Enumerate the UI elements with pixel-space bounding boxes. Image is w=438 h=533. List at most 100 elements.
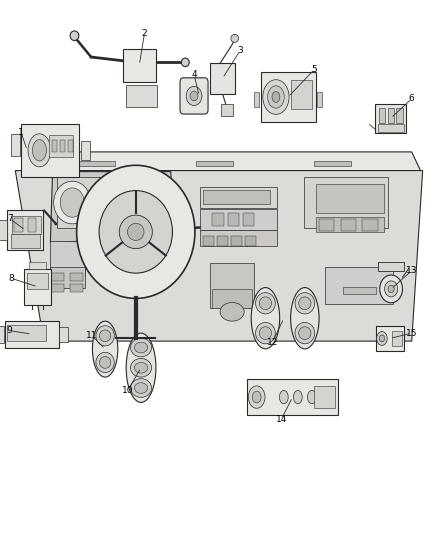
Bar bbox=[210, 63, 235, 94]
Ellipse shape bbox=[295, 293, 314, 314]
Bar bbox=[245, 236, 256, 246]
Bar bbox=[254, 92, 259, 107]
Ellipse shape bbox=[92, 321, 118, 377]
Bar bbox=[126, 85, 157, 107]
Text: 13: 13 bbox=[406, 266, 417, 275]
Bar bbox=[231, 236, 242, 246]
Bar bbox=[247, 379, 338, 415]
Polygon shape bbox=[15, 171, 423, 341]
Ellipse shape bbox=[28, 134, 51, 167]
Ellipse shape bbox=[190, 91, 198, 101]
Bar bbox=[50, 241, 85, 276]
Ellipse shape bbox=[134, 362, 148, 373]
Ellipse shape bbox=[252, 391, 261, 403]
Bar bbox=[70, 273, 83, 281]
Ellipse shape bbox=[60, 188, 84, 217]
Bar bbox=[201, 187, 277, 208]
Bar bbox=[7, 325, 46, 341]
Bar bbox=[57, 177, 145, 228]
Bar bbox=[4, 321, 59, 348]
Bar bbox=[316, 183, 385, 213]
Bar bbox=[78, 161, 115, 166]
Ellipse shape bbox=[127, 223, 144, 240]
Bar bbox=[341, 219, 356, 231]
Ellipse shape bbox=[77, 165, 195, 298]
Bar bbox=[27, 273, 48, 289]
Ellipse shape bbox=[131, 358, 152, 377]
Bar bbox=[24, 269, 51, 305]
Text: 9: 9 bbox=[6, 326, 12, 335]
Ellipse shape bbox=[181, 58, 189, 67]
Ellipse shape bbox=[299, 297, 311, 310]
Ellipse shape bbox=[291, 288, 319, 349]
Bar bbox=[0, 220, 7, 240]
Bar bbox=[375, 103, 406, 133]
Ellipse shape bbox=[98, 208, 102, 212]
Bar bbox=[221, 104, 233, 116]
Ellipse shape bbox=[101, 187, 127, 219]
Bar bbox=[343, 287, 375, 294]
Bar bbox=[378, 262, 404, 271]
Bar bbox=[314, 386, 335, 408]
Ellipse shape bbox=[99, 357, 111, 368]
Bar bbox=[196, 161, 233, 166]
Text: 2: 2 bbox=[142, 29, 147, 37]
Bar bbox=[316, 217, 385, 232]
Polygon shape bbox=[50, 172, 173, 243]
Ellipse shape bbox=[385, 281, 398, 297]
Bar bbox=[52, 140, 57, 152]
Ellipse shape bbox=[379, 335, 385, 342]
Bar bbox=[392, 331, 402, 346]
Bar bbox=[28, 219, 36, 231]
Ellipse shape bbox=[104, 208, 109, 212]
Ellipse shape bbox=[54, 181, 91, 224]
FancyBboxPatch shape bbox=[180, 78, 208, 114]
Ellipse shape bbox=[259, 297, 272, 310]
Ellipse shape bbox=[307, 390, 316, 404]
Ellipse shape bbox=[99, 330, 111, 342]
Bar bbox=[325, 266, 393, 304]
Ellipse shape bbox=[299, 327, 311, 340]
Ellipse shape bbox=[92, 208, 96, 212]
Bar bbox=[70, 284, 83, 292]
Ellipse shape bbox=[263, 80, 289, 115]
Bar bbox=[314, 161, 351, 166]
Ellipse shape bbox=[99, 191, 173, 273]
Bar bbox=[210, 262, 254, 308]
Bar bbox=[0, 326, 4, 343]
Ellipse shape bbox=[256, 293, 275, 314]
Bar bbox=[202, 190, 271, 204]
Bar bbox=[81, 141, 90, 160]
Ellipse shape bbox=[388, 285, 394, 293]
Ellipse shape bbox=[293, 390, 302, 404]
Ellipse shape bbox=[268, 86, 284, 108]
Bar bbox=[317, 92, 322, 107]
Text: 15: 15 bbox=[406, 329, 417, 337]
Ellipse shape bbox=[119, 215, 152, 248]
Bar bbox=[243, 213, 254, 226]
Bar bbox=[261, 72, 315, 122]
Text: 8: 8 bbox=[8, 274, 14, 282]
Text: 7: 7 bbox=[7, 214, 13, 223]
Bar bbox=[212, 213, 224, 226]
Text: 11: 11 bbox=[86, 332, 98, 340]
Bar bbox=[7, 211, 43, 251]
Text: 5: 5 bbox=[311, 65, 318, 74]
Bar bbox=[49, 135, 74, 157]
Ellipse shape bbox=[70, 31, 79, 41]
Bar bbox=[388, 108, 394, 123]
Bar bbox=[12, 215, 40, 235]
Ellipse shape bbox=[134, 383, 148, 393]
Bar bbox=[50, 273, 64, 281]
Ellipse shape bbox=[131, 338, 152, 357]
Ellipse shape bbox=[134, 342, 148, 353]
Bar bbox=[123, 49, 156, 82]
Ellipse shape bbox=[321, 390, 330, 404]
Bar bbox=[376, 326, 404, 351]
Ellipse shape bbox=[131, 378, 152, 398]
Bar bbox=[11, 134, 20, 156]
Bar bbox=[378, 124, 404, 132]
Ellipse shape bbox=[186, 86, 202, 106]
Ellipse shape bbox=[32, 140, 46, 161]
Text: 10: 10 bbox=[122, 386, 134, 394]
